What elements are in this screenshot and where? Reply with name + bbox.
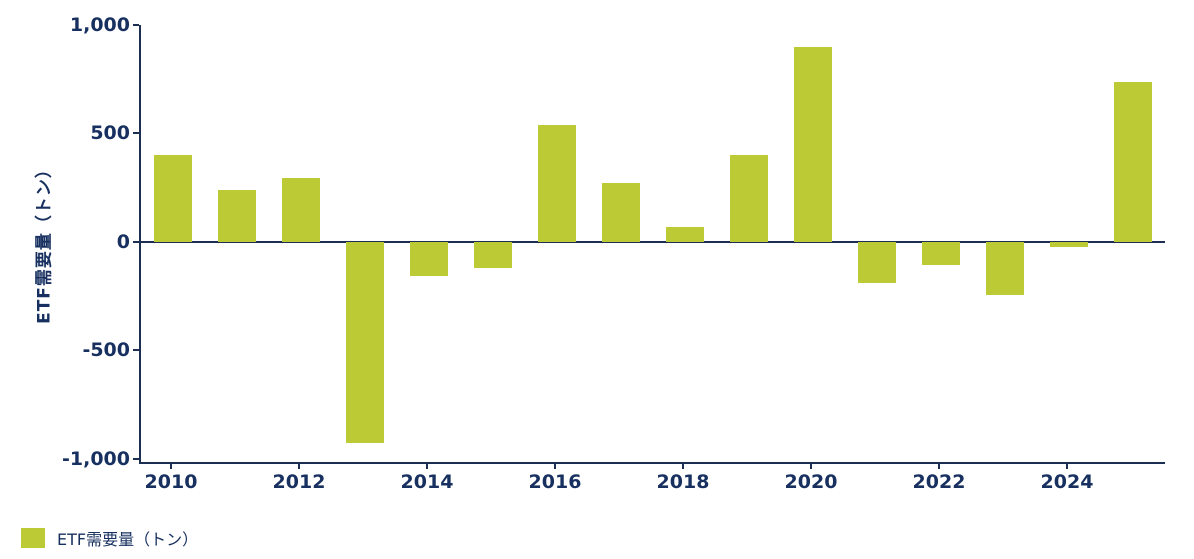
bar-2011 <box>218 189 256 242</box>
zero-baseline <box>141 240 1165 243</box>
x-tick-mark <box>810 463 812 469</box>
x-tick-label-2024: 2024 <box>1040 471 1094 493</box>
x-tick-label-2020: 2020 <box>784 471 838 493</box>
y-tick-label--1,000: -1,000 <box>62 447 130 470</box>
x-tick-mark <box>682 463 684 469</box>
bar-2014 <box>410 241 448 277</box>
bar-2021 <box>858 241 896 283</box>
bar-2016 <box>538 124 576 242</box>
bar-2020 <box>794 46 832 242</box>
x-tick-label-2018: 2018 <box>656 471 710 493</box>
y-tick-label-1,000: 1,000 <box>69 14 130 36</box>
x-tick-label-2016: 2016 <box>528 471 582 493</box>
y-tick-mark <box>133 132 139 135</box>
x-tick-label-2010: 2010 <box>144 471 198 493</box>
x-tick-mark <box>1066 463 1068 469</box>
bar-2023 <box>986 241 1024 295</box>
bar-2012 <box>282 177 320 242</box>
bar-2017 <box>602 183 640 242</box>
x-tick-mark <box>426 463 428 469</box>
y-tick-mark <box>133 24 139 26</box>
bar-2025 <box>1114 82 1152 242</box>
y-tick-mark <box>133 457 139 460</box>
legend-swatch-icon <box>21 528 45 548</box>
bar-2015 <box>474 241 512 268</box>
bar-2018 <box>666 226 704 242</box>
bar-2013 <box>346 241 384 444</box>
bar-2019 <box>730 155 768 242</box>
x-tick-label-2022: 2022 <box>912 471 966 493</box>
plot-area <box>139 25 1165 464</box>
x-tick-mark <box>554 463 556 469</box>
bar-2010 <box>154 155 192 242</box>
x-tick-label-2014: 2014 <box>400 471 454 493</box>
legend-item-etf-demand[interactable]: ETF需要量（トン） <box>21 526 198 550</box>
x-tick-label-2012: 2012 <box>272 471 326 493</box>
bar-2022 <box>922 241 960 265</box>
legend-label: ETF需要量（トン） <box>57 530 199 549</box>
y-tick-mark <box>133 240 139 243</box>
x-tick-mark <box>170 463 172 469</box>
y-tick-label-0: 0 <box>116 230 130 253</box>
bar-2024 <box>1050 241 1088 248</box>
y-tick-mark <box>133 349 139 352</box>
y-tick-label--500: -500 <box>82 339 130 362</box>
x-tick-mark <box>298 463 300 469</box>
y-tick-label-500: 500 <box>90 122 130 145</box>
x-tick-mark <box>938 463 940 469</box>
